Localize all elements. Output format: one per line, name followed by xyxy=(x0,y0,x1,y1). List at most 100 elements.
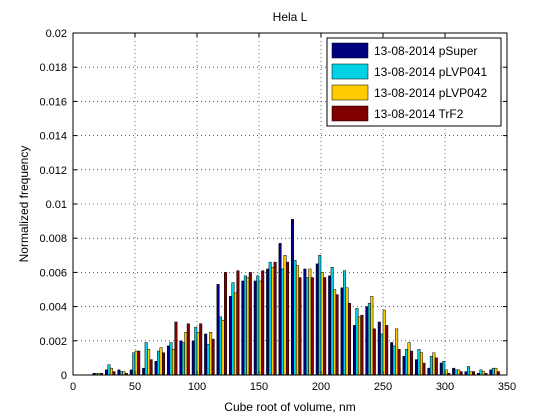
bar xyxy=(402,355,406,376)
bar xyxy=(382,309,386,376)
bar xyxy=(228,296,232,376)
bar xyxy=(122,371,126,376)
bar xyxy=(216,284,220,376)
bar xyxy=(246,277,250,376)
bar xyxy=(273,261,277,376)
legend-swatch xyxy=(331,63,369,80)
bar xyxy=(318,255,322,376)
bar xyxy=(104,369,108,376)
legend-swatch xyxy=(331,84,369,101)
bar xyxy=(467,366,471,376)
y-tick-label: 0.01 xyxy=(46,199,67,211)
bar xyxy=(323,277,327,376)
bar xyxy=(365,306,369,376)
bar xyxy=(360,314,364,376)
bar xyxy=(422,362,426,376)
y-tick-label: 0.014 xyxy=(39,131,67,143)
bar xyxy=(328,275,332,376)
bar xyxy=(204,333,208,376)
chart-title: Hela L xyxy=(273,10,308,24)
y-axis-label: Normalized frequency xyxy=(17,146,31,263)
legend-label: 13-08-2014 pLVP042 xyxy=(374,86,488,100)
bar xyxy=(464,371,468,376)
bar xyxy=(144,342,148,376)
bar xyxy=(392,345,396,376)
bar xyxy=(231,282,235,376)
bar xyxy=(194,326,198,376)
legend: 13-08-2014 pSuper 13-08-2014 pLVP041 13-08… xyxy=(326,37,502,127)
bar xyxy=(169,342,173,376)
bar xyxy=(166,345,170,376)
bar xyxy=(419,352,423,376)
bar xyxy=(479,369,483,376)
bar xyxy=(298,277,302,376)
bar xyxy=(494,367,498,376)
bar xyxy=(107,364,111,376)
bar xyxy=(491,367,495,376)
bar xyxy=(429,355,433,376)
x-tick-label: 300 xyxy=(436,381,454,393)
bar xyxy=(385,325,389,376)
bar xyxy=(184,332,188,376)
bar xyxy=(224,272,228,376)
bar xyxy=(315,263,319,376)
bar xyxy=(303,268,307,376)
bar xyxy=(112,371,116,376)
y-tick-label: 0.004 xyxy=(39,302,67,314)
x-tick-label: 0 xyxy=(70,381,76,393)
bar xyxy=(439,362,443,376)
bar xyxy=(457,369,461,376)
bar xyxy=(472,371,476,376)
bar xyxy=(109,367,113,376)
bar xyxy=(469,371,473,376)
y-tick-label: 0.008 xyxy=(39,233,67,245)
bar xyxy=(149,359,153,376)
bar xyxy=(179,340,183,376)
bar xyxy=(305,277,309,376)
x-tick-label: 350 xyxy=(498,381,516,393)
bar xyxy=(372,328,376,376)
bar xyxy=(142,367,146,376)
bar xyxy=(489,369,493,376)
bar xyxy=(414,359,418,376)
bar xyxy=(171,349,175,376)
bar xyxy=(355,308,359,376)
x-tick-label: 250 xyxy=(374,381,392,393)
bar xyxy=(370,296,374,376)
bar xyxy=(174,321,178,376)
y-tick-label: 0.002 xyxy=(39,336,67,348)
bar xyxy=(271,267,275,376)
bar xyxy=(233,292,237,376)
bar xyxy=(377,321,381,376)
bar xyxy=(367,302,371,376)
bar xyxy=(397,349,401,376)
bar xyxy=(293,260,297,376)
bar xyxy=(310,277,314,376)
bar xyxy=(333,289,337,376)
bar xyxy=(129,369,133,376)
bar xyxy=(345,287,349,376)
bar xyxy=(295,265,299,376)
y-tick-label: 0.016 xyxy=(39,96,67,108)
legend-label: 13-08-2014 TrF2 xyxy=(374,107,464,121)
bar xyxy=(320,272,324,376)
bar xyxy=(196,332,200,376)
bar xyxy=(117,369,121,376)
bar xyxy=(236,270,240,376)
bar xyxy=(343,270,347,376)
bar xyxy=(340,287,344,376)
bar xyxy=(352,325,356,376)
x-tick-label: 50 xyxy=(129,381,141,393)
bar xyxy=(154,361,158,376)
grid-lines xyxy=(73,33,507,375)
bar xyxy=(452,367,456,376)
bar xyxy=(241,280,245,376)
bar xyxy=(261,270,265,376)
bar xyxy=(157,350,161,376)
bar xyxy=(405,349,409,376)
bar xyxy=(410,350,414,376)
bar xyxy=(283,255,287,376)
legend-label: 13-08-2014 pSuper xyxy=(374,44,477,58)
x-axis-label: Cube root of volume, nm xyxy=(224,400,355,414)
bar xyxy=(209,332,213,376)
